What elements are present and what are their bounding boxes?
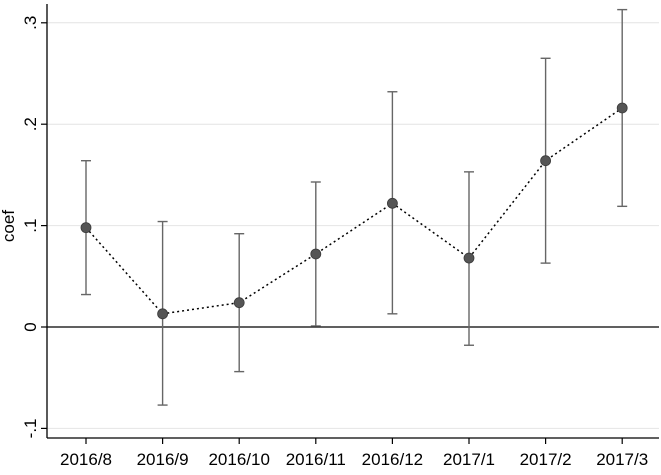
connector-line	[85, 107, 623, 315]
x-tick-label: 2017/3	[596, 450, 648, 469]
data-point	[540, 155, 551, 167]
x-tick-label: 2016/8	[60, 450, 112, 469]
data-point	[233, 297, 245, 309]
y-axis-label: coef	[0, 210, 18, 242]
data-point	[157, 308, 169, 320]
grid-layer	[47, 22, 659, 429]
data-point	[463, 252, 475, 264]
y-tick-label: .3	[21, 16, 40, 30]
label-layer: coef -.1 0 .1 .2 .3 2016/8 2016/9 2016/10 2016/1…	[0, 16, 648, 469]
data-point	[80, 222, 92, 234]
y-tick-label: 0	[21, 322, 40, 331]
x-tick-label: 2016/12	[362, 450, 423, 469]
x-tick-label: 2016/11	[286, 450, 346, 469]
data-point	[386, 197, 398, 209]
y-tick-label: .2	[21, 117, 40, 131]
x-tick-label: 2017/2	[520, 450, 572, 469]
x-tick-label: 2016/10	[208, 450, 269, 469]
y-tick-label: -.1	[21, 418, 40, 438]
error-bar-layer	[81, 8, 628, 406]
data-point	[310, 248, 322, 260]
y-tick-label: .1	[21, 219, 40, 233]
x-tick-label: 2016/9	[137, 450, 189, 469]
x-tick-label: 2017/1	[443, 450, 495, 469]
connector-line-layer	[85, 107, 623, 315]
data-point	[616, 102, 628, 114]
axis-layer	[41, 4, 659, 444]
marker-layer	[80, 102, 628, 320]
